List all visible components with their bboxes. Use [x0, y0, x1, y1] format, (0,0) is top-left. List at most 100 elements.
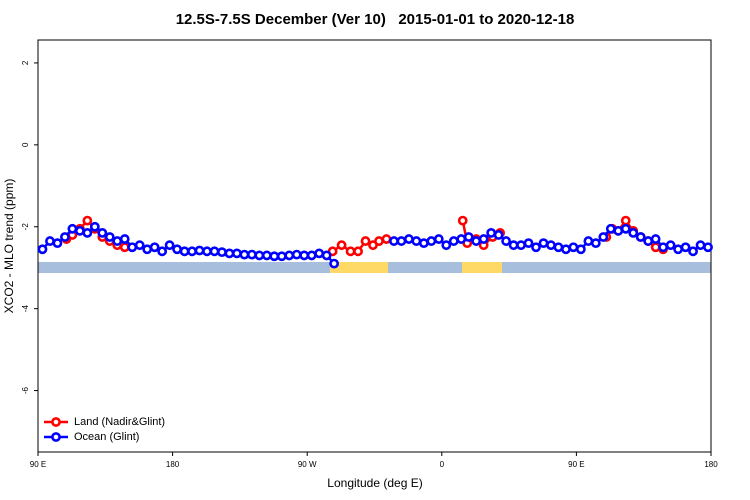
- data-point: [74, 225, 85, 236]
- data-point: [433, 234, 444, 244]
- data-point: [650, 242, 661, 253]
- data-point: [411, 236, 422, 246]
- chart-title: 12.5S-7.5S December (Ver 10) 2015-01-01 …: [176, 11, 575, 28]
- data-point: [695, 240, 706, 251]
- data-point: [329, 258, 340, 269]
- data-point: [104, 232, 115, 242]
- data-point: [448, 236, 459, 246]
- data-point: [628, 227, 639, 238]
- data-point: [501, 236, 512, 246]
- data-point: [635, 232, 646, 242]
- data-point: [493, 230, 504, 240]
- data-point: [620, 223, 631, 234]
- data-point: [149, 242, 160, 253]
- x-tick-label: 90 E: [568, 460, 584, 469]
- data-point: [261, 250, 272, 261]
- data-point: [620, 215, 631, 226]
- data-point: [396, 236, 407, 246]
- y-tick-label: -2: [21, 223, 30, 231]
- data-point: [336, 240, 347, 251]
- x-tick-label: 180: [166, 460, 180, 469]
- x-axis-label: Longitude (deg E): [327, 476, 422, 490]
- data-point: [353, 246, 363, 257]
- data-point: [284, 250, 295, 261]
- data-point: [523, 238, 534, 249]
- data-point: [673, 244, 683, 255]
- data-point: [209, 246, 220, 257]
- data-point: [194, 245, 205, 256]
- data-point: [217, 247, 227, 258]
- data-point: [605, 223, 616, 234]
- data-point: [82, 215, 93, 226]
- data-point: [703, 242, 713, 253]
- data-point: [276, 251, 287, 262]
- x-tick-label: 180: [704, 460, 718, 469]
- data-point: [650, 234, 661, 244]
- data-point: [45, 236, 55, 246]
- data-point: [389, 236, 399, 246]
- data-point: [172, 244, 182, 255]
- y-tick-label: -6: [21, 386, 30, 394]
- data-point: [613, 225, 624, 236]
- data-point: [360, 236, 371, 246]
- data-point: [112, 236, 123, 246]
- data-point: [89, 221, 100, 232]
- data-point: [538, 238, 549, 249]
- data-point: [157, 246, 168, 257]
- data-point: [665, 240, 676, 251]
- data-point: [127, 242, 138, 253]
- data-point: [426, 236, 437, 246]
- data-point: [134, 240, 145, 251]
- data-point: [82, 227, 93, 238]
- data-point: [321, 250, 332, 261]
- data-point: [52, 238, 63, 249]
- data-point: [516, 240, 526, 251]
- data-point: [299, 250, 310, 261]
- y-tick-label: -4: [21, 305, 30, 313]
- data-point: [119, 242, 130, 253]
- x-tick-label: 90 W: [298, 460, 317, 469]
- data-point: [202, 246, 212, 257]
- data-point: [418, 238, 429, 249]
- data-point: [441, 240, 452, 251]
- data-point: [508, 240, 519, 251]
- data-point: [457, 215, 468, 226]
- data-point: [590, 238, 601, 249]
- land-strip: [462, 262, 502, 273]
- data-point: [598, 232, 609, 242]
- data-point: [471, 236, 482, 246]
- data-point: [381, 234, 392, 244]
- legend-label: Land (Nadir&Glint): [74, 416, 165, 428]
- data-point: [568, 242, 579, 253]
- data-point: [187, 246, 197, 257]
- data-point: [67, 223, 78, 234]
- data-point: [224, 248, 235, 259]
- data-point: [179, 246, 190, 257]
- legend-label: Ocean (Glint): [74, 431, 139, 443]
- data-point: [60, 232, 70, 242]
- data-point: [643, 236, 654, 246]
- data-point: [456, 234, 467, 244]
- data-point: [119, 234, 130, 244]
- data-point: [546, 240, 556, 251]
- data-point: [142, 244, 153, 255]
- data-point: [164, 240, 175, 251]
- y-axis-label: XCO2 - MLO trend (ppm): [2, 179, 16, 314]
- data-point: [345, 246, 356, 257]
- data-point: [97, 227, 108, 238]
- data-point: [269, 251, 280, 262]
- data-point: [583, 236, 594, 246]
- data-point: [37, 244, 48, 255]
- data-point: [403, 234, 414, 244]
- data-point: [254, 250, 265, 261]
- data-point: [658, 242, 669, 253]
- x-tick-label: 0: [440, 460, 445, 469]
- data-point: [314, 248, 325, 259]
- data-point: [306, 250, 317, 261]
- data-point: [239, 249, 250, 260]
- data-point: [688, 246, 698, 257]
- data-point: [478, 234, 489, 244]
- y-tick-label: 0: [21, 142, 30, 147]
- data-point: [232, 248, 242, 259]
